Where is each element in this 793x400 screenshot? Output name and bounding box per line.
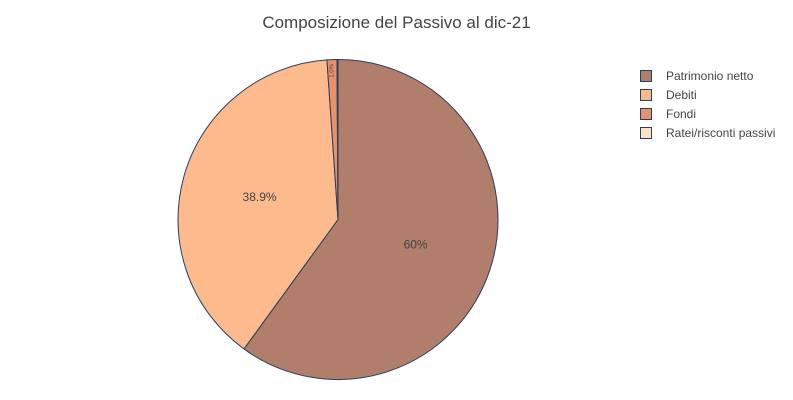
pie-label-debiti: 38.9% [243,190,277,204]
legend-item-fondi[interactable]: Fondi [640,104,775,123]
pie-slice-patrimonio-netto[interactable] [243,58,499,380]
pie-slice-debiti[interactable] [177,59,339,350]
legend-swatch [640,69,652,82]
legend-label: Patrimonio netto [666,68,754,83]
legend-item-ratei-risconti-passivi[interactable]: Ratei/risconti passivi [640,123,775,142]
pie-slice-labels: 60% 38.9% 1.0% [243,63,428,252]
legend-item-debiti[interactable]: Debiti [640,85,775,104]
pie-slices [177,58,499,380]
legend-label: Ratei/risconti passivi [666,125,776,140]
legend-label: Debiti [666,87,697,102]
legend-swatch [640,88,652,101]
legend-item-patrimonio-netto[interactable]: Patrimonio netto [640,66,775,85]
chart-title: Composizione del Passivo al dic-21 [262,13,531,32]
pie-label-fondi: 1.0% [329,63,336,78]
pie-label-patrimonio-netto: 60% [404,238,428,252]
legend-swatch [640,126,652,139]
legend: Patrimonio netto Debiti Fondi Ratei/riscont… [640,66,775,142]
legend-swatch [640,107,652,120]
pie-slice-ratei-risconti-passivi[interactable] [336,58,339,220]
legend-label: Fondi [666,106,697,121]
